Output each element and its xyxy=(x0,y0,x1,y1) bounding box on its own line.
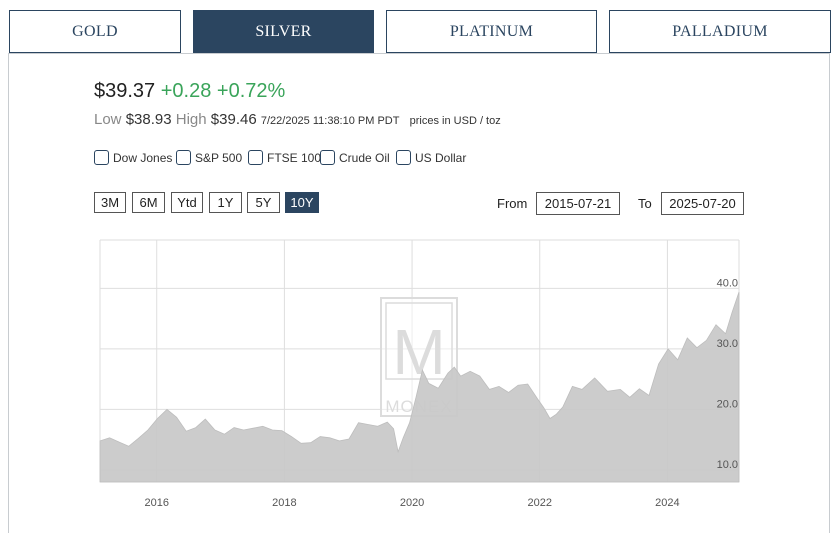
x-tick-label: 2022 xyxy=(528,497,552,509)
checkbox-icon[interactable] xyxy=(94,150,109,165)
range-ytd-button[interactable]: Ytd xyxy=(171,192,203,213)
y-tick-label: 40.0 xyxy=(717,277,738,289)
compare-crude-oil[interactable]: Crude Oil xyxy=(320,150,390,165)
tab-silver[interactable]: SILVER xyxy=(193,10,374,53)
x-tick-label: 2020 xyxy=(400,497,424,509)
chart-panel xyxy=(8,53,830,533)
compare-us-dollar[interactable]: US Dollar xyxy=(396,150,466,165)
svg-text:M: M xyxy=(392,316,445,388)
x-tick-label: 2024 xyxy=(655,497,679,509)
tab-gold[interactable]: GOLD xyxy=(9,10,181,53)
from-label: From xyxy=(497,196,528,211)
compare-ftse100[interactable]: FTSE 100 xyxy=(248,150,321,165)
high-label: High xyxy=(175,111,207,128)
compare-label: Dow Jones xyxy=(113,150,173,165)
tab-palladium[interactable]: PALLADIUM xyxy=(609,10,831,53)
to-date-input[interactable] xyxy=(661,192,744,215)
price-row: $39.37 +0.28 +0.72% xyxy=(94,80,285,103)
compare-label: Crude Oil xyxy=(339,150,390,165)
compare-dow-jones[interactable]: Dow Jones xyxy=(94,150,172,165)
compare-sp500[interactable]: S&P 500 xyxy=(176,150,242,165)
x-tick-label: 2018 xyxy=(272,497,296,509)
compare-label: FTSE 100 xyxy=(267,150,322,165)
checkbox-icon[interactable] xyxy=(396,150,411,165)
checkbox-icon[interactable] xyxy=(248,150,263,165)
high-value: $39.46 xyxy=(210,111,257,128)
metal-tabs: GOLD SILVER PLATINUM PALLADIUM xyxy=(9,10,831,54)
checkbox-icon[interactable] xyxy=(176,150,191,165)
range-6m-button[interactable]: 6M xyxy=(132,192,165,213)
compare-label: US Dollar xyxy=(415,150,467,165)
price-change-percent: +0.72% xyxy=(216,80,286,102)
to-label: To xyxy=(638,196,652,211)
checkbox-icon[interactable] xyxy=(320,150,335,165)
quote-timestamp: 7/22/2025 11:38:10 PM PDT xyxy=(260,115,400,127)
range-5y-button[interactable]: 5Y xyxy=(247,192,280,213)
compare-label: S&P 500 xyxy=(195,150,243,165)
range-10y-button[interactable]: 10Y xyxy=(285,192,319,213)
x-tick-label: 2016 xyxy=(144,497,168,509)
quote-details: Low $38.93 High $39.46 7/22/2025 11:38:1… xyxy=(94,111,501,128)
price-change: +0.28 xyxy=(160,80,212,102)
current-price: $39.37 xyxy=(94,80,156,102)
from-date-input[interactable] xyxy=(536,192,620,215)
units-note: prices in USD / toz xyxy=(409,115,501,127)
y-tick-label: 30.0 xyxy=(717,338,738,350)
low-label: Low xyxy=(94,111,122,128)
range-3m-button[interactable]: 3M xyxy=(94,192,126,213)
tab-platinum[interactable]: PLATINUM xyxy=(386,10,597,53)
y-tick-label: 20.0 xyxy=(717,398,738,410)
range-1y-button[interactable]: 1Y xyxy=(209,192,242,213)
silver-price-area xyxy=(99,291,740,483)
y-tick-label: 10.0 xyxy=(717,459,738,471)
low-value: $38.93 xyxy=(125,111,172,128)
